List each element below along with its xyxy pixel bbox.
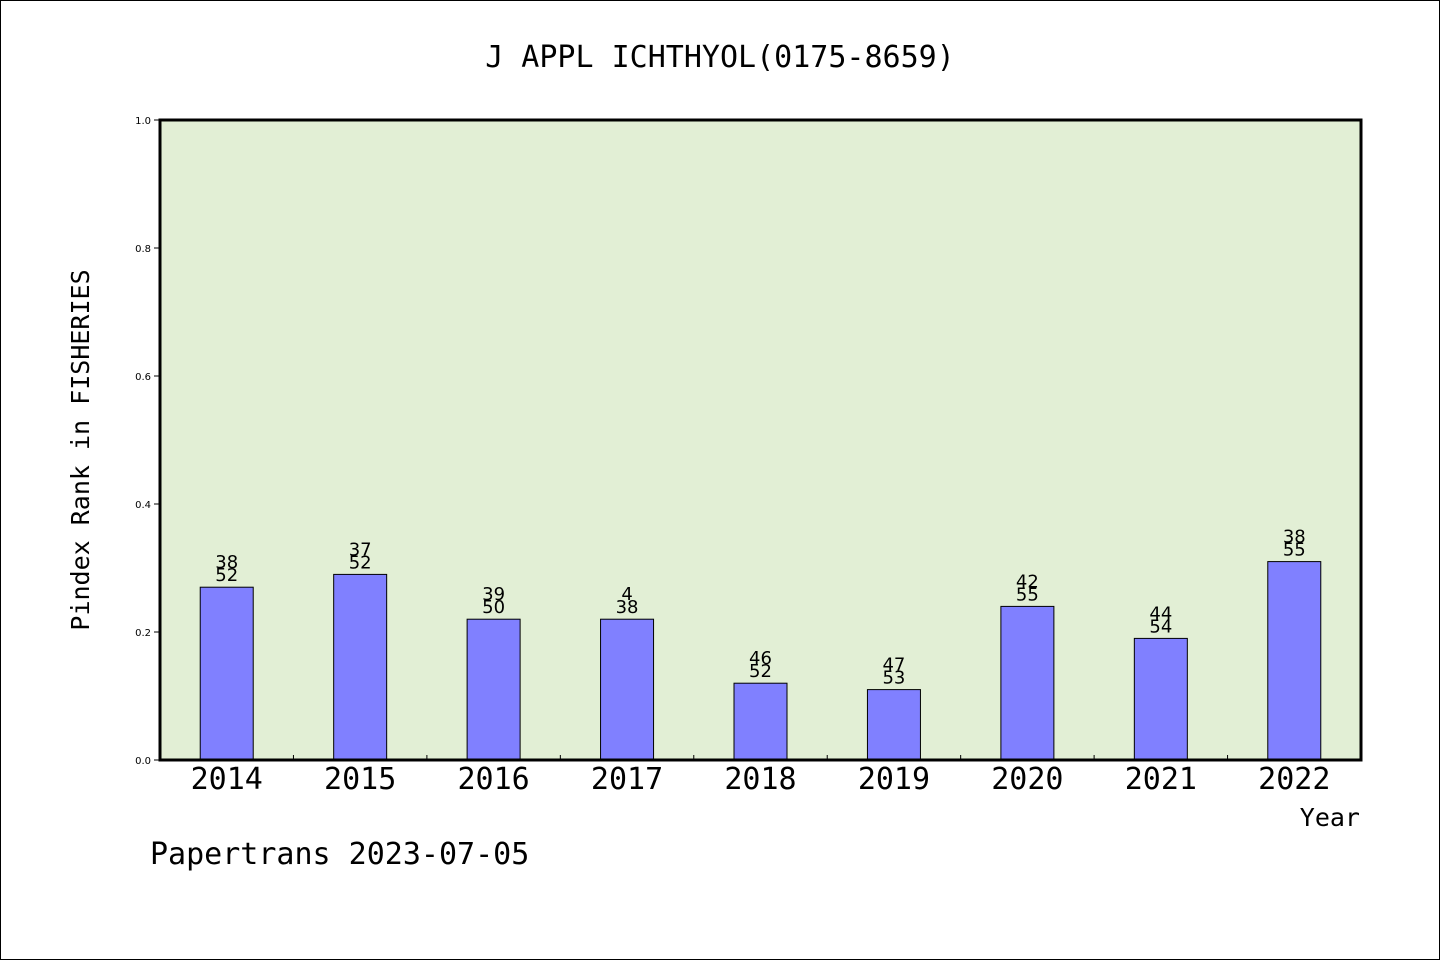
rank-label: 44 [1149, 603, 1172, 624]
rank-label: 46 [749, 648, 772, 669]
chart-title: J APPL ICHTHYOL(0175-8659) [485, 40, 955, 75]
bar [466, 618, 521, 761]
rank-label: 38 [1283, 527, 1306, 548]
x-tick-label: 2022 [1258, 762, 1330, 797]
bar [1133, 637, 1188, 761]
x-tick-label: 2015 [324, 762, 396, 797]
total-label: 38 [616, 597, 639, 618]
total-label: 53 [882, 668, 905, 689]
bar [199, 586, 254, 761]
y-tick-label: 0.8 [135, 244, 151, 255]
x-axis-label: Year [1300, 803, 1360, 832]
bar [1267, 561, 1322, 761]
rank-label: 37 [349, 539, 372, 560]
bar [333, 573, 388, 761]
x-axis-ticks: 2014 2015 2016 2017 2018 2019 2020 2021 2022 [191, 755, 1330, 797]
rank-label: 47 [882, 655, 905, 676]
rank-label: 38 [215, 552, 238, 573]
x-tick-label: 2019 [858, 762, 930, 797]
total-label: 52 [749, 661, 772, 682]
x-tick-label: 2017 [591, 762, 663, 797]
x-tick-label: 2018 [724, 762, 796, 797]
bar [600, 618, 655, 761]
x-tick-label: 2021 [1125, 762, 1197, 797]
bar [1000, 605, 1055, 761]
bar [733, 682, 788, 761]
y-tick-label: 1.0 [135, 116, 151, 127]
x-tick-label: 2014 [191, 762, 263, 797]
rank-label: 42 [1016, 571, 1039, 592]
rank-label: 39 [482, 584, 505, 605]
total-label: 50 [482, 597, 505, 618]
y-tick-label: 0.6 [135, 372, 151, 383]
y-axis-label: Pindex Rank in FISHERIES [66, 269, 95, 630]
plot-border [158, 118, 1363, 762]
bars [199, 561, 1322, 761]
y-axis-ticks: 0.0 0.2 0.4 0.6 0.8 1.0 [135, 116, 160, 767]
footer-text: Papertrans 2023-07-05 [150, 837, 529, 872]
x-tick-label: 2016 [457, 762, 529, 797]
total-label: 52 [215, 565, 238, 586]
y-tick-label: 0.4 [135, 500, 151, 511]
bar [866, 689, 921, 761]
total-label: 55 [1016, 584, 1039, 605]
rank-label: 4 [621, 584, 632, 605]
y-tick-label: 0.2 [135, 628, 151, 639]
total-label: 55 [1283, 540, 1306, 561]
total-label: 54 [1149, 616, 1172, 637]
x-tick-label: 2020 [991, 762, 1063, 797]
total-label: 52 [349, 552, 372, 573]
y-tick-label: 0.0 [135, 756, 151, 767]
